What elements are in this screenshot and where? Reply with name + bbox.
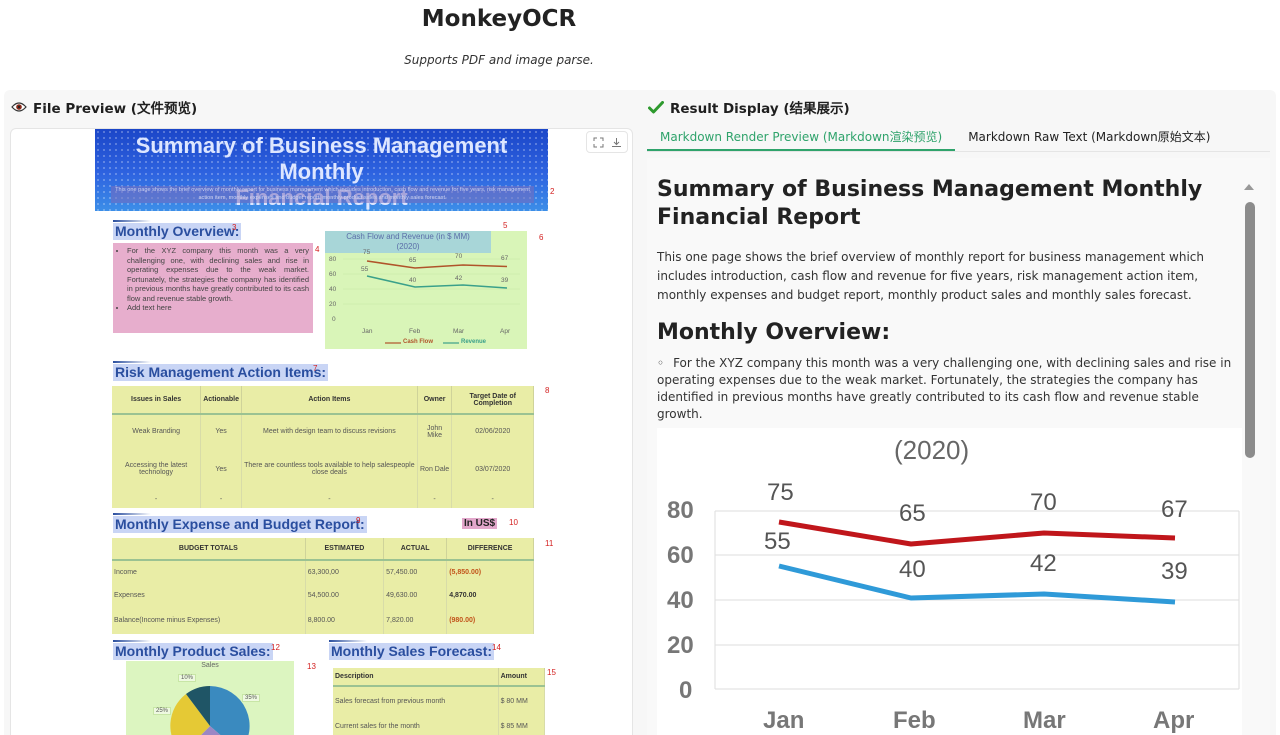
doc-expense-heading: Monthly Expense and Budget Report: (113, 513, 367, 533)
svg-text:Jan: Jan (763, 707, 804, 734)
tab-markdown-raw-text[interactable]: Markdown Raw Text (Markdown原始文本) (968, 130, 1211, 144)
svg-text:42: 42 (1030, 550, 1057, 577)
doc-budget-table: BUDGET TOTALS ESTIMATED ACTUAL DIFFERENC… (112, 538, 534, 634)
tab-markdown-render-preview[interactable]: Markdown Render Preview (Markdown渲染预览) (647, 122, 956, 151)
svg-text:Feb: Feb (893, 707, 936, 734)
svg-text:60: 60 (667, 542, 694, 569)
doc-cashflow-chart: Cash Flow and Revenue (in $ MM) (2020) 8… (325, 231, 527, 349)
doc-risk-table: Issues in Sales Actionable Action Items … (112, 386, 534, 508)
doc-product-sales-heading: Monthly Product Sales: (113, 640, 273, 660)
md-heading-2: Monthly Overview: (657, 320, 891, 345)
svg-text:40: 40 (899, 556, 926, 583)
markdown-content: Summary of Business Management Monthly F… (657, 176, 1242, 452)
svg-text:40: 40 (409, 277, 417, 284)
svg-text:20: 20 (667, 632, 694, 659)
svg-text:Mar: Mar (1023, 707, 1066, 734)
svg-text:65: 65 (409, 257, 417, 264)
svg-text:55: 55 (361, 266, 369, 273)
doc-risk-heading: Risk Management Action Items: (113, 361, 329, 381)
svg-text:70: 70 (1030, 489, 1057, 516)
svg-text:20: 20 (329, 301, 337, 308)
markdown-render-area[interactable]: Summary of Business Management Monthly F… (647, 158, 1270, 735)
doc-banner: Summary of Business Management Monthly F… (95, 129, 548, 211)
svg-text:80: 80 (329, 256, 337, 263)
svg-text:Jan: Jan (362, 328, 373, 335)
doc-overview-heading: Monthly Overview: (113, 220, 242, 240)
doc-pie-chart: Sales 10% 35% 25% (126, 661, 294, 735)
svg-text:Apr: Apr (500, 328, 511, 335)
svg-text:40: 40 (667, 587, 694, 614)
doc-currency-badge: In US$ (462, 518, 498, 529)
preview-toolbar (586, 131, 628, 153)
svg-text:Mar: Mar (453, 328, 465, 335)
cashflow-revenue-line-chart: (2020) 80 60 40 20 0 75 (667, 435, 1240, 734)
doc-forecast-heading: Monthly Sales Forecast: (329, 640, 495, 660)
doc-forecast-table: Description Amount Sales forecast from p… (333, 668, 546, 735)
checkmark-icon (648, 100, 664, 114)
md-heading-1: Summary of Business Management Monthly F… (657, 177, 1203, 230)
svg-text:67: 67 (1161, 496, 1188, 523)
md-chart-image: (2020) 80 60 40 20 0 75 (657, 428, 1242, 735)
svg-text:60: 60 (329, 271, 337, 278)
app-subtitle: Supports PDF and image parse. (404, 53, 594, 67)
app-title: MonkeyOCR (421, 6, 577, 32)
document-image: Summary of Business Management Monthly F… (95, 129, 556, 735)
svg-text:(2020): (2020) (894, 435, 969, 465)
svg-text:80: 80 (667, 497, 694, 524)
result-display-label: Result Display (结果展示) (648, 97, 850, 117)
scrollbar-thumb[interactable] (1245, 202, 1255, 458)
svg-text:65: 65 (899, 500, 926, 527)
svg-text:0: 0 (332, 316, 336, 323)
doc-line-chart: 80 60 40 20 0 75 65 70 67 55 40 42 39 Jan Feb Mar Apr (329, 249, 520, 344)
download-icon[interactable] (608, 134, 624, 150)
fullscreen-icon[interactable] (590, 134, 606, 150)
result-tabs: Markdown Render Preview (Markdown渲染预览) M… (647, 122, 1270, 152)
result-display-title: Result Display (结果展示) (670, 101, 850, 117)
svg-text:39: 39 (501, 277, 509, 284)
doc-banner-desc: This one page shows the brief overview o… (111, 186, 534, 203)
svg-text:Apr: Apr (1153, 707, 1194, 734)
list-item: For the XYZ company this month was a ver… (657, 355, 1242, 423)
svg-text:42: 42 (455, 275, 463, 282)
svg-text:0: 0 (679, 677, 692, 704)
file-preview-title: File Preview (文件预览) (33, 101, 198, 117)
svg-text:40: 40 (329, 286, 337, 293)
file-preview-box: Summary of Business Management Monthly F… (10, 128, 633, 735)
svg-text:Feb: Feb (409, 328, 421, 335)
scroll-up-arrow[interactable] (1244, 184, 1254, 190)
doc-overview-box: For the XYZ company this month was a ver… (113, 243, 313, 333)
svg-text:70: 70 (455, 253, 463, 260)
svg-text:67: 67 (501, 255, 509, 262)
svg-text:39: 39 (1161, 558, 1188, 585)
svg-text:75: 75 (767, 479, 794, 506)
doc-chart-title: Cash Flow and Revenue (in $ MM) (2020) (325, 231, 491, 253)
svg-text:55: 55 (764, 528, 791, 555)
file-preview-label: File Preview (文件预览) (11, 97, 197, 117)
eye-icon (11, 101, 27, 113)
md-intro-paragraph: This one page shows the brief overview o… (657, 250, 1204, 302)
svg-text:75: 75 (363, 249, 371, 256)
